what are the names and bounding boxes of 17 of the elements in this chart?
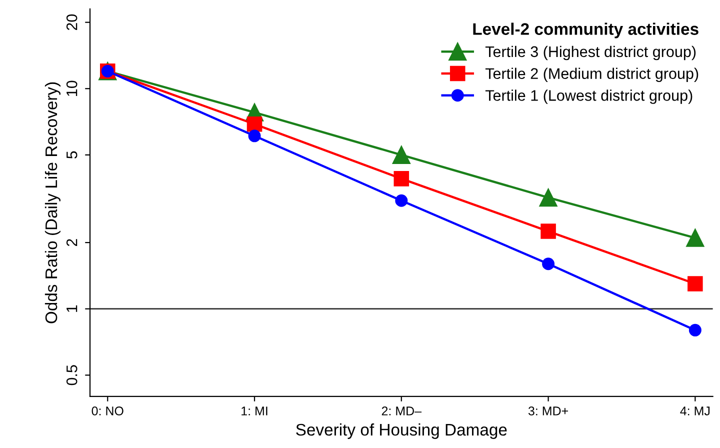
legend-label: Tertile 3 (Highest district group) [485, 46, 696, 60]
legend-title: Level-2 community activities [473, 22, 698, 38]
y-axis-title: Odds Ratio (Daily Life Recovery) [44, 82, 60, 324]
x-tick-label: 3: MD+ [528, 406, 568, 416]
legend-label: Tertile 1 (Lowest district group) [485, 90, 692, 104]
x-tick-label: 0: NO [92, 406, 124, 416]
x-tick-label: 1: MI [242, 406, 268, 416]
legend-label: Tertile 2 (Medium district group) [485, 68, 698, 82]
y-tick-label: 2 [66, 239, 78, 246]
y-tick-label: 0.5 [66, 365, 78, 386]
y-tick-label: 20 [66, 14, 78, 30]
y-tick-label: 1 [66, 305, 78, 312]
x-tick-label: 4: MJ [680, 406, 710, 416]
y-tick-label: 5 [66, 151, 78, 159]
x-axis-title: Severity of Housing Damage [296, 423, 507, 439]
x-tick-label: 2: MD– [382, 406, 422, 416]
y-tick-label: 10 [66, 80, 78, 96]
